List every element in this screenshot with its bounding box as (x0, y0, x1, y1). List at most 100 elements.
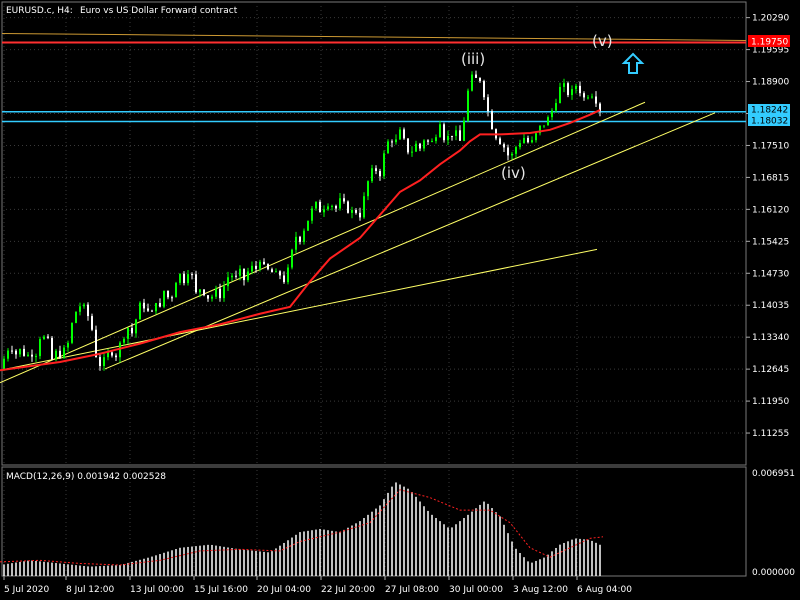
candle-body (491, 111, 493, 130)
candle-body (223, 286, 225, 299)
candle-body (479, 77, 481, 82)
candle-body (423, 140, 425, 149)
candle-body (515, 147, 517, 154)
candle-body (455, 130, 457, 136)
candle-body (395, 139, 397, 143)
moving-average (0, 109, 601, 372)
candle-body (187, 274, 189, 284)
candle-body (115, 355, 117, 358)
candle-body (579, 85, 581, 94)
candle-body (55, 350, 57, 360)
time-axis-label: 3 Aug 12:00 (513, 585, 568, 595)
macd-signal (0, 489, 604, 566)
candle-body (431, 141, 433, 143)
candle-body (327, 206, 329, 210)
candle-body (75, 311, 77, 323)
candle-body (31, 354, 33, 357)
level-line-secondary (1, 32, 747, 41)
macd-axis-top: 0.006951 (752, 469, 795, 479)
time-axis-label: 5 Jul 2020 (4, 585, 49, 595)
candle-body (139, 302, 141, 320)
candle-body (511, 153, 513, 156)
candle-body (571, 89, 573, 96)
candle-body (155, 303, 157, 312)
price-axis-label: 1.15425 (752, 237, 789, 247)
candle-body (459, 130, 461, 141)
candle-body (367, 181, 369, 197)
candle-body (179, 273, 181, 283)
candle-body (567, 83, 569, 96)
candle-body (127, 327, 129, 339)
chart-symbol: EURUSD.c, H4: (6, 6, 73, 16)
candle-body (67, 342, 69, 348)
candle-body (163, 290, 165, 307)
wave-label-iii: (iii) (461, 50, 485, 68)
price-axis-label: 1.11255 (752, 429, 789, 439)
candle-body (119, 342, 121, 358)
candle-body (519, 143, 521, 148)
wave-label-v: (v) (592, 32, 613, 50)
candle-body (267, 264, 269, 270)
candle-body (591, 96, 593, 98)
candle-body (103, 357, 105, 366)
candle-body (391, 141, 393, 143)
candle-body (151, 310, 153, 312)
trendline (0, 101, 646, 384)
candle-body (375, 168, 377, 172)
candle-body (123, 338, 125, 343)
candle-body (263, 261, 265, 265)
candle-body (95, 329, 97, 358)
grid-lines (2, 2, 746, 576)
candle-body (363, 196, 365, 218)
price-axis-label: 1.16815 (752, 173, 789, 183)
candle-body (111, 352, 113, 356)
candle-body (183, 273, 185, 284)
candle-body (195, 274, 197, 293)
candle-body (287, 267, 289, 283)
candle-body (343, 198, 345, 202)
candle-body (99, 357, 101, 366)
candle-body (319, 201, 321, 213)
macd-axis-bottom: 0.000000 (752, 568, 795, 578)
candle-body (543, 125, 545, 127)
candle-body (255, 265, 257, 269)
candle-body (251, 265, 253, 272)
candle-body (523, 137, 525, 144)
candle-body (531, 140, 533, 143)
price-axis-label: 1.17510 (752, 141, 789, 151)
macd-panel[interactable] (1, 466, 747, 577)
price-axis-label: 1.18900 (752, 78, 789, 88)
price-panel[interactable] (1, 1, 747, 466)
candle-body (171, 297, 173, 299)
candle-body (279, 271, 281, 276)
candle-body (19, 348, 21, 355)
candle-body (575, 85, 577, 90)
candle-body (107, 352, 109, 358)
candle-body (79, 306, 81, 312)
ma-line (0, 109, 601, 372)
candle-body (283, 275, 285, 283)
candle-body (39, 339, 41, 357)
price-tag-support-upper: 1.18242 (748, 104, 790, 116)
candle-body (59, 350, 61, 358)
price-tag-resistance: 1.19750 (748, 35, 790, 48)
price-axis-label: 1.14035 (752, 301, 789, 311)
candle-body (527, 137, 529, 143)
candle-body (311, 208, 313, 221)
time-axis-label: 27 Jul 08:00 (385, 585, 439, 595)
candle-body (419, 143, 421, 149)
candle-body (435, 137, 437, 142)
candle-body (447, 135, 449, 141)
candle-body (175, 282, 177, 298)
candle-body (299, 236, 301, 242)
candle-body (83, 304, 85, 307)
candle-body (243, 268, 245, 281)
candle-body (535, 133, 537, 141)
candle-body (315, 201, 317, 209)
price-axis-label: 1.13340 (752, 333, 789, 343)
candle-body (371, 168, 373, 182)
candle-body (347, 201, 349, 213)
candle-body (35, 356, 37, 358)
price-axis-label: 1.11950 (752, 397, 789, 407)
